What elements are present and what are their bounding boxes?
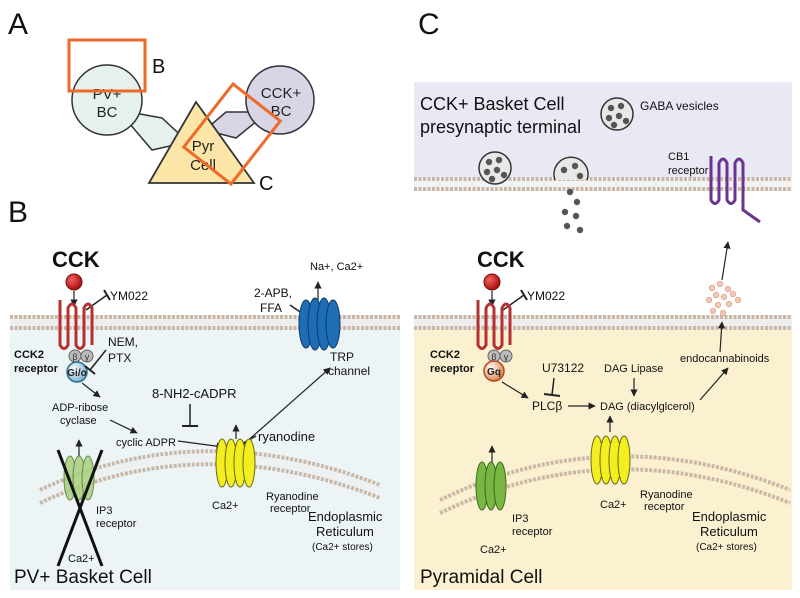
g-protein-label: Gi/o: [67, 368, 86, 379]
g-beta-label: β: [72, 352, 77, 362]
pyramidal-cell: [147, 100, 256, 184]
gaba-vesicles-label: GABA vesicles: [640, 99, 719, 113]
ptx-label: PTX: [108, 351, 131, 365]
panel-b: B CCK YM022 CCK2 receptor β γ Gi/o: [8, 196, 400, 590]
ca-under-ryr-c: Ca2+: [600, 499, 627, 511]
pv-cell-label-1: PV+: [93, 86, 122, 103]
gaba-vesicle-1: [478, 151, 512, 185]
cck2-receptor-label-2: receptor: [14, 363, 59, 375]
u73122-label: U73122: [542, 361, 584, 375]
ryr-c-label-1: Ryanodine: [640, 489, 693, 501]
trp-channel-icon: [298, 297, 341, 351]
dag-lipase-label: DAG Lipase: [604, 363, 663, 375]
dag-label: DAG (diacylglcerol): [600, 401, 695, 413]
plc-beta-label: PLCβ: [532, 399, 562, 413]
box-b: [67, 38, 147, 93]
trp-label-1: TRP: [330, 350, 354, 364]
gq-gamma-subunit-icon: [499, 349, 513, 363]
ip3-receptor-icon-c: [475, 461, 507, 511]
presynaptic-terminal-area: [414, 82, 792, 186]
ryr-c-label-2: receptor: [644, 501, 685, 513]
ip3-cross-line-2: [56, 449, 104, 567]
adp-ribose-cyclase-label-2: cyclase: [60, 415, 97, 427]
cb1-receptor-icon: [709, 156, 761, 224]
adp-ribose-cyclase-label-1: ADP-ribose: [52, 402, 108, 414]
ryanodine-receptor-icon-c: [590, 435, 631, 485]
ip3-c-label-2: receptor: [512, 526, 553, 538]
ym022-label: YM022: [110, 289, 148, 303]
er-c-label-3: (Ca2+ stores): [696, 542, 757, 553]
box-c-label: C: [259, 173, 273, 195]
ca-under-ip3-c: Ca2+: [480, 544, 507, 556]
ip3-c-label-1: IP3: [512, 513, 529, 525]
g-gamma-label: γ: [85, 352, 90, 362]
pyr-cell-label-2: Cell: [190, 157, 216, 174]
cb1-label-2: receptor: [668, 165, 709, 177]
panel-label-c: C: [418, 8, 440, 41]
cck-basket-cell: [245, 65, 315, 135]
trp-ions-label: Na+, Ca2+: [310, 261, 363, 273]
panel-c: CCK+ Basket Cell presynaptic terminal GA…: [414, 82, 792, 590]
gq-label: Gq: [487, 367, 501, 378]
trp-label-2: channel: [328, 364, 370, 378]
ca-under-ryr: Ca2+: [212, 500, 239, 512]
cck-ligand-icon: [65, 273, 83, 291]
ip3-label-1: IP3: [96, 505, 113, 517]
g-gamma-subunit-icon: [80, 349, 94, 363]
ca-under-ip3: Ca2+: [68, 553, 95, 565]
cck2-receptor-c-label-2: receptor: [430, 363, 475, 375]
terminal-label-2: presynaptic terminal: [420, 117, 581, 137]
ryr-label-1: Ryanodine: [266, 491, 319, 503]
cck-cell-label-1: CCK+: [261, 85, 302, 102]
cb1-label-1: CB1: [668, 151, 689, 163]
ip3-label-2: receptor: [96, 518, 137, 530]
pyramidal-cell-label: Pyramidal Cell: [420, 567, 542, 588]
gq-gamma-label: γ: [504, 352, 509, 362]
postsynaptic-membrane: [414, 315, 792, 330]
cck2-receptor-c-label-1: CCK2: [430, 349, 460, 361]
er-c-label-1: Endoplasmic: [692, 509, 767, 524]
g-alpha-io-icon: [66, 361, 88, 383]
pv-basket-cell-label: PV+ Basket Cell: [14, 567, 152, 588]
panel-a: A PV+ BC CCK+ BC Pyr Cell B C: [8, 8, 315, 195]
panel-label-a: A: [8, 8, 28, 41]
2apb-label: 2-APB,: [254, 286, 292, 300]
box-b-label: B: [152, 56, 165, 78]
pv-cell-label-2: BC: [97, 104, 118, 121]
er-label-1: Endoplasmic: [308, 509, 383, 524]
g-alpha-q-icon: [483, 360, 505, 382]
nem-label: NEM,: [108, 335, 138, 349]
ffa-label: FFA: [260, 301, 282, 315]
ryanodine-receptor-icon: [215, 438, 256, 488]
panel-label-b: B: [8, 196, 28, 229]
cadpr-blocker-label: 8-NH2-cADPR: [152, 386, 237, 401]
endocannabinoid-dots: [705, 280, 742, 317]
gaba-vesicle-icon: [600, 97, 634, 131]
pv-basket-cell: [71, 64, 143, 136]
pyr-er-membrane: [439, 454, 791, 515]
cck-ligand-icon-c: [483, 273, 501, 291]
cck-ligand-label: CCK: [52, 247, 100, 272]
cck2-receptor-icon: [58, 300, 94, 350]
cck2-receptor-label-1: CCK2: [14, 349, 44, 361]
ryanodine-label: ryanodine: [258, 429, 315, 444]
cyclic-adpr-label: cyclic ADPR: [116, 437, 176, 449]
pyr-cell-label-1: Pyr: [192, 138, 215, 155]
ryr-label-2: receptor: [270, 503, 311, 515]
er-label-2: Reticulum: [316, 524, 374, 539]
gaba-vesicle-fusing: [553, 156, 589, 234]
endocannabinoids-label: endocannabinoids: [680, 353, 770, 365]
box-c: [181, 81, 283, 187]
gq-beta-label: β: [491, 352, 496, 362]
cck2-receptor-icon-c: [476, 300, 512, 350]
ym022-label-c: YM022: [527, 289, 565, 303]
cck-ligand-label-c: CCK: [477, 247, 525, 272]
er-c-label-2: Reticulum: [700, 524, 758, 539]
er-label-3: (Ca2+ stores): [312, 542, 373, 553]
presynaptic-membrane: [414, 177, 792, 191]
terminal-label-1: CCK+ Basket Cell: [420, 94, 565, 114]
